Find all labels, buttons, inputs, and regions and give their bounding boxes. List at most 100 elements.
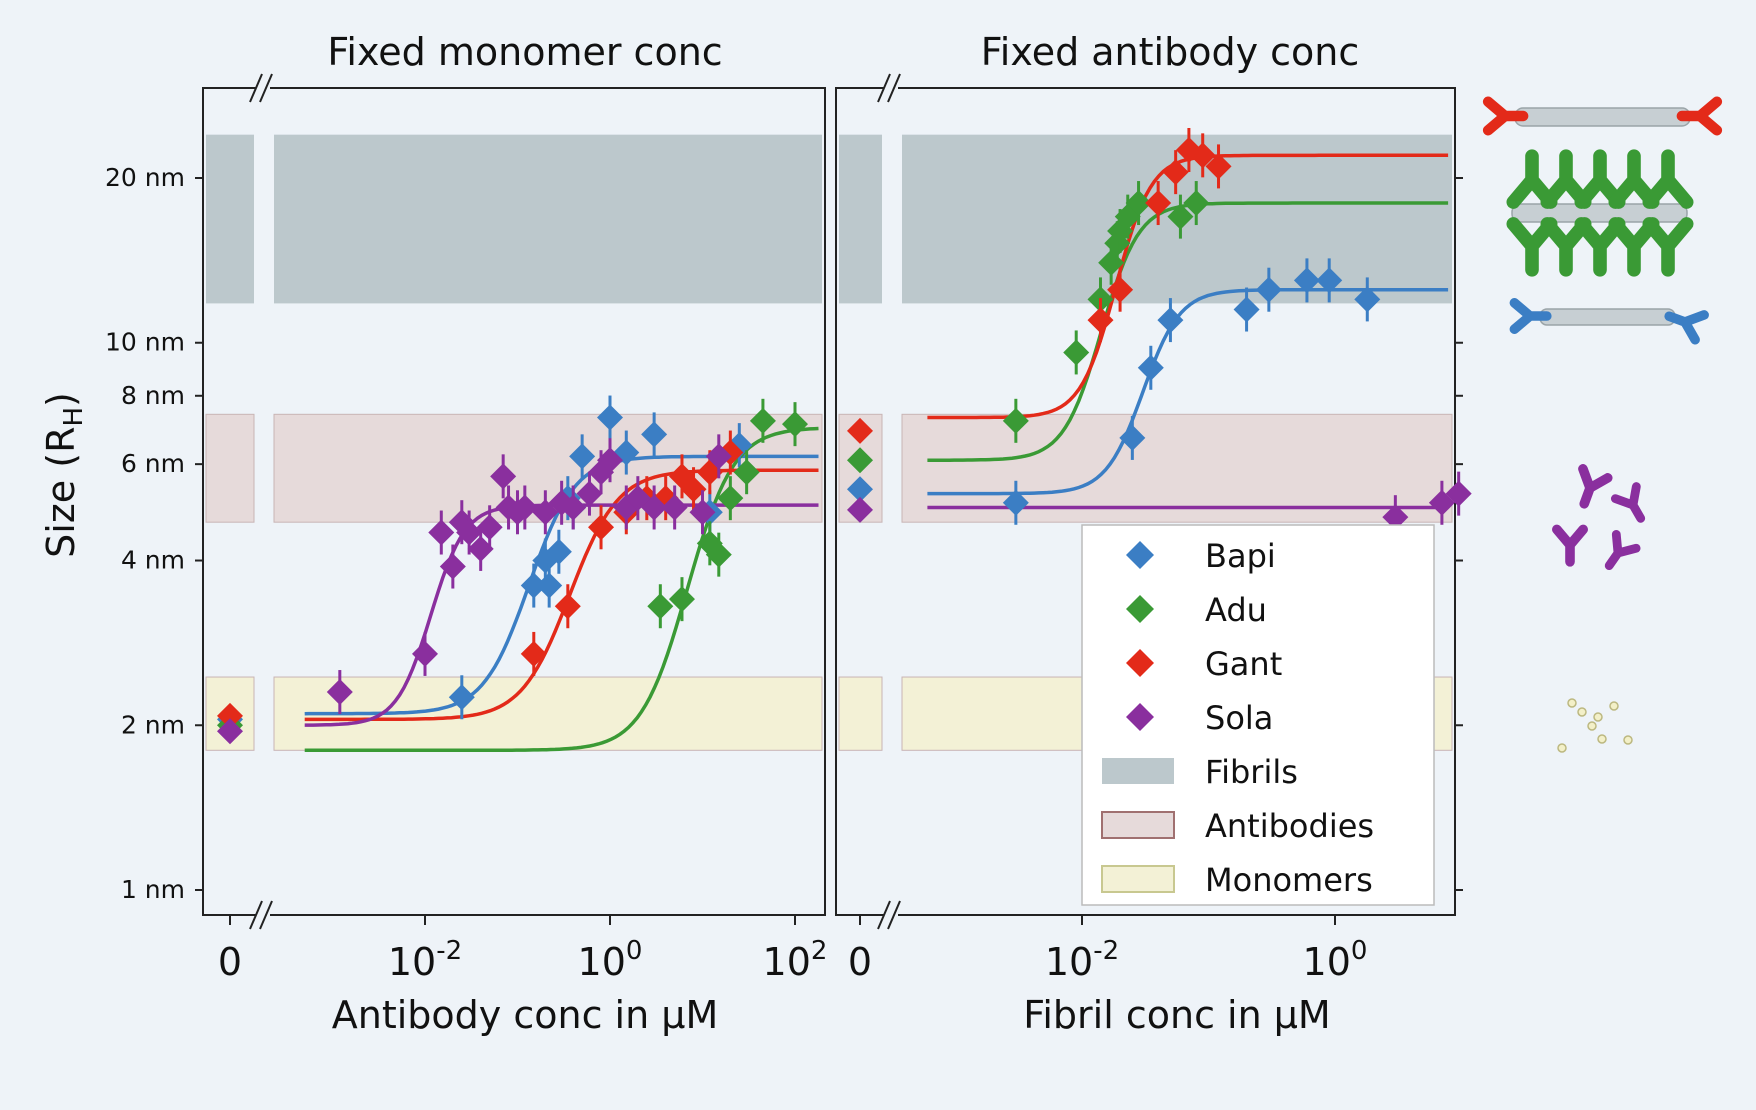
right-point-gant-2 [1145, 190, 1172, 217]
illustration-free-antibody-0 [1578, 464, 1613, 509]
left-point-sola-1 [412, 640, 438, 667]
left-point-adu-6 [749, 407, 776, 434]
illustration-monomer-7 [1577, 707, 1587, 717]
illustration-free-antibody-3 [1604, 529, 1641, 571]
left-point-sola-21 [661, 494, 688, 521]
right-point-adu-9 [1183, 190, 1210, 217]
right-point-adu-zero [847, 447, 873, 474]
illustration-fibril-bapi [1539, 308, 1676, 326]
left-axis-break-mark-1b [259, 900, 273, 930]
left-axis-break-mark-0b [259, 73, 273, 103]
left-point-bapi-8 [597, 404, 623, 431]
y-tick-label-6: 20 nm [105, 163, 185, 192]
left-point-gant-0 [520, 640, 547, 667]
right-point-gant-3 [1162, 159, 1189, 186]
left-point-adu-3 [705, 541, 732, 568]
legend-label-antibodies: Antibodies [1205, 807, 1374, 845]
illustrations [1482, 96, 1723, 753]
legend-marker-gant [1126, 649, 1154, 677]
right-axis-break-gap-1 [884, 901, 898, 929]
legend-label-adu: Adu [1205, 591, 1267, 629]
legend-patch-monomers [1101, 865, 1175, 893]
left-point-sola-zero [217, 718, 243, 745]
legend-label-monomers: Monomers [1205, 861, 1373, 899]
x-axis-ticks: 0 10-2 100 102 0 10-2 100 [218, 915, 1367, 984]
left-fit-curve-gant [304, 468, 819, 722]
left-point-bapi-1 [520, 572, 547, 599]
legend-marker-sola [1126, 703, 1154, 731]
right-point-gant-0 [1087, 307, 1114, 334]
right-axis-break-gap-0 [884, 74, 898, 102]
y-tick-label-5: 10 nm [105, 328, 185, 357]
y-axis-label: Size (RH) [39, 392, 89, 558]
y-tick-label-0: 1 nm [121, 875, 185, 904]
right-point-adu-1 [1063, 339, 1090, 366]
legend-patch-fibrils [1102, 758, 1174, 784]
left-axis-break-mark-0a [249, 73, 263, 103]
legend-marker-bapi [1126, 541, 1154, 569]
y-tick-label-4: 8 nm [121, 381, 185, 410]
left-point-sola-9 [495, 494, 522, 521]
illustration-gant-antibody-left [1482, 96, 1529, 136]
right-axis-break-mark-1a [877, 900, 891, 930]
left-point-sola-11 [511, 494, 538, 521]
legend-marker-adu [1126, 595, 1154, 623]
illustration-bapi-antibody-right [1664, 310, 1709, 345]
right-point-gant-6 [1205, 153, 1232, 180]
left-point-sola-23 [705, 443, 732, 470]
right-point-adu-8 [1167, 203, 1194, 230]
right-band-monomers-0 [838, 676, 883, 751]
left-x-tick-label-1: 10-2 [388, 936, 462, 984]
illustration-monomer-1 [1593, 712, 1603, 722]
right-point-gant-zero [847, 417, 873, 444]
right-point-adu-0 [1002, 407, 1029, 434]
y-tick-label-1: 2 nm [121, 710, 185, 739]
left-x-tick-label-0: 0 [218, 940, 242, 984]
left-point-sola-5 [456, 519, 483, 546]
left-band-antibodies-0 [205, 413, 255, 523]
legend-label-sola: Sola [1205, 699, 1273, 737]
legend-label-bapi: Bapi [1205, 537, 1276, 575]
right-x-axis-label: Fibril conc in μM [1023, 993, 1330, 1037]
right-point-bapi-1 [1119, 424, 1146, 451]
left-point-gant-7 [680, 476, 707, 503]
right-point-bapi-0 [1002, 489, 1029, 516]
left-band-fibrils-0 [206, 134, 254, 304]
left-x-tick-label-3: 102 [763, 936, 828, 984]
left-axis-break-mark-1a [249, 900, 263, 930]
illustration-monomer-3 [1597, 734, 1607, 744]
illustration-adu-antibody-top-4 [1642, 149, 1694, 209]
left-point-sola-6 [467, 535, 494, 562]
right-point-bapi-5 [1255, 276, 1282, 303]
right-point-bapi-2 [1137, 354, 1164, 381]
right-point-adu-7 [1125, 190, 1152, 217]
left-point-gant-2 [588, 514, 615, 541]
illustration-adu-antibody-bottom-4 [1642, 217, 1694, 277]
left-point-sola-22 [689, 499, 716, 526]
right-point-bapi-8 [1354, 286, 1381, 313]
left-panel [202, 73, 826, 930]
left-point-adu-7 [782, 411, 808, 438]
right-point-bapi-7 [1316, 267, 1343, 294]
illustration-free-antibody-1 [1610, 482, 1646, 523]
y-tick-label-2: 4 nm [121, 546, 185, 575]
right-point-bapi-zero [847, 476, 873, 503]
left-point-bapi-7 [569, 443, 596, 470]
right-band-antibodies-1 [901, 413, 1453, 523]
illustration-monomer-0 [1567, 698, 1577, 708]
illustration-free-antibody-2 [1551, 524, 1589, 567]
illustration-monomer-6 [1557, 743, 1567, 753]
left-point-adu-5 [733, 459, 760, 486]
right-x-tick-label-1: 10-2 [1045, 936, 1119, 984]
left-plot-frame [202, 87, 826, 916]
left-point-sola-2 [428, 519, 455, 546]
right-axis-break-mark-0a [877, 73, 891, 103]
right-point-sola-zero [847, 496, 873, 523]
right-point-gant-5 [1189, 142, 1216, 169]
left-axis-break-gap-0 [256, 74, 270, 102]
y-axis-ticks: 1 nm 2 nm 4 nm 6 nm 8 nm 10 nm 20 nm [105, 163, 1463, 904]
legend-label-fibrils: Fibrils [1205, 753, 1298, 791]
right-point-bapi-4 [1233, 296, 1260, 323]
left-point-bapi-3 [536, 572, 563, 599]
